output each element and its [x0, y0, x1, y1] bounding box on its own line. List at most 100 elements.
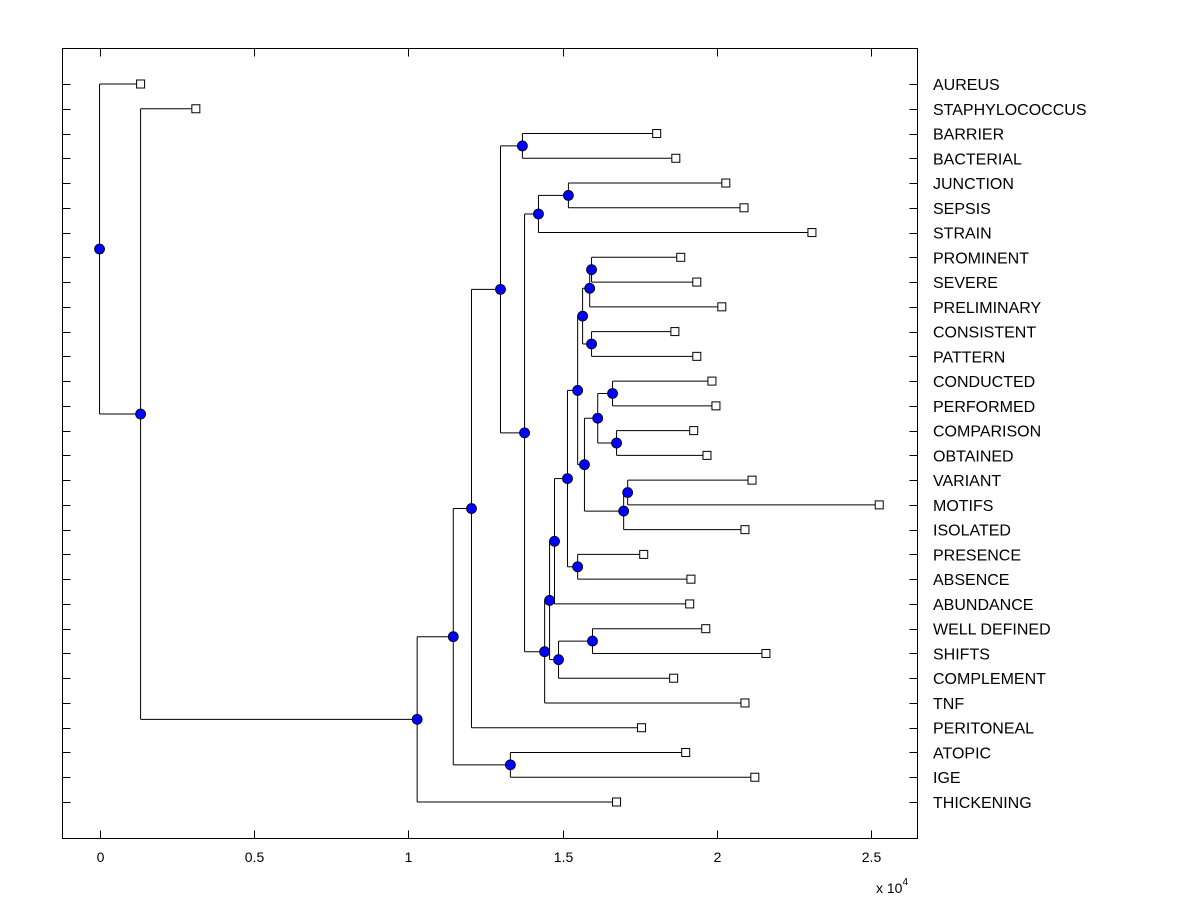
leaf-marker	[671, 153, 681, 163]
leaf-label: ABSENCE	[933, 572, 1009, 589]
leaf-label: TNF	[933, 696, 964, 713]
leaf-marker	[807, 228, 817, 238]
leaf-label: CONSISTENT	[933, 325, 1036, 342]
cluster-node-marker	[607, 388, 618, 399]
leaf-marker	[670, 327, 680, 337]
x-tick-label: 2.5	[862, 849, 882, 865]
leaf-label: ABUNDANCE	[933, 597, 1033, 614]
leaf-label: THICKENING	[933, 795, 1032, 812]
leaf-label: JUNCTION	[933, 176, 1014, 193]
plot-area	[62, 48, 918, 839]
x-scale-label: x 104	[876, 877, 908, 896]
leaf-labels: AUREUS STAPHYLOCOCCUS BARRIER BACTERIAL JUNC…	[933, 77, 1087, 812]
leaf-marker	[761, 648, 771, 658]
leaf-label: SHIFTS	[933, 646, 990, 663]
cluster-node-marker	[622, 487, 634, 498]
leaf-marker	[701, 624, 711, 634]
leaf-label: ISOLATED	[933, 523, 1011, 540]
leaf-label: PROMINENT	[933, 250, 1029, 267]
cluster-node-marker	[611, 437, 622, 449]
cluster-node-marker	[562, 473, 573, 484]
leaf-label: IGE	[933, 770, 961, 787]
leaf-label: MOTIFS	[933, 498, 993, 515]
cluster-node-marker	[587, 635, 598, 647]
x-tick-label: 1	[405, 849, 413, 865]
cluster-node-marker	[447, 631, 459, 643]
leaf-marker	[689, 426, 699, 436]
leaf-marker	[692, 351, 702, 361]
cluster-node-marker	[586, 264, 597, 276]
cluster-node-marker	[563, 190, 574, 201]
x-tick-label: 1.5	[554, 849, 574, 865]
leaf-marker	[702, 450, 712, 460]
leaf-marker	[681, 747, 691, 757]
cluster-node-marker	[577, 310, 588, 322]
leaf-label: PATTERN	[933, 349, 1005, 366]
cluster-node-marker	[592, 412, 604, 424]
x-tick-label: 0.5	[245, 849, 265, 865]
leaf-label: PRESENCE	[933, 547, 1021, 564]
cluster-node-marker	[539, 646, 551, 658]
leaf-label: PRELIMINARY	[933, 300, 1042, 317]
x-scale-exponent: 4	[902, 877, 908, 888]
x-tick-label: 2	[714, 849, 722, 865]
leaf-marker	[669, 673, 679, 683]
cluster-node-marker	[544, 595, 555, 606]
leaf-marker	[692, 277, 702, 287]
cluster-node-marker	[504, 759, 516, 771]
cluster-node-marker	[533, 208, 544, 220]
leaf-marker	[747, 475, 757, 485]
leaf-label: BARRIER	[933, 127, 1004, 144]
leaf-label: PERITONEAL	[933, 721, 1034, 738]
leaf-marker	[750, 772, 760, 782]
leaf-label: SEVERE	[933, 275, 998, 292]
leaf-marker	[721, 178, 731, 188]
cluster-node-marker	[553, 654, 564, 666]
cluster-node-marker	[411, 713, 423, 725]
cluster-node-marker	[586, 338, 597, 350]
leaf-marker	[676, 252, 686, 262]
leaf-label: AUREUS	[933, 77, 1000, 94]
leaf-marker	[652, 129, 662, 139]
leaf-label: BACTERIAL	[933, 151, 1022, 168]
leaf-marker	[191, 104, 201, 114]
x-tick-label: 0	[97, 849, 105, 865]
leaf-marker	[711, 401, 721, 411]
cluster-node-marker	[135, 408, 146, 420]
leaf-label: VARIANT	[933, 473, 1001, 490]
cluster-node-marker	[572, 561, 584, 573]
cluster-node-marker	[94, 243, 105, 255]
leaf-marker	[740, 698, 750, 708]
cluster-node-marker	[584, 282, 596, 294]
cluster-node-marker	[466, 503, 477, 514]
leaf-marker	[685, 599, 695, 609]
leaf-label: PERFORMED	[933, 399, 1035, 416]
cluster-node-marker	[519, 427, 530, 439]
leaf-label: ATOPIC	[933, 745, 991, 762]
leaf-marker	[739, 203, 749, 213]
cluster-node-marker	[517, 140, 528, 152]
leaf-label: SEPSIS	[933, 201, 991, 218]
leaf-label: STRAIN	[933, 226, 992, 243]
cluster-node-marker	[579, 459, 590, 471]
dendrogram-markers	[94, 79, 884, 807]
x-axis-ticks: 0 0.5 1 1.5 2 2.5	[97, 48, 882, 865]
leaf-label: WELL DEFINED	[933, 622, 1051, 639]
leaf-marker	[136, 79, 146, 89]
leaf-label: COMPARISON	[933, 424, 1041, 441]
leaf-marker	[637, 723, 647, 733]
leaf-label: COMPLEMENT	[933, 671, 1046, 688]
cluster-node-marker	[618, 505, 630, 517]
cluster-node-marker	[572, 384, 584, 396]
cluster-node-marker	[495, 283, 506, 295]
cluster-node-marker	[549, 535, 560, 547]
leaf-label: CONDUCTED	[933, 374, 1035, 391]
leaf-marker	[612, 797, 622, 807]
leaf-label: STAPHYLOCOCCUS	[933, 102, 1087, 119]
dendrogram-links	[99, 83, 880, 803]
leaf-marker	[686, 574, 696, 584]
leaf-label: OBTAINED	[933, 448, 1014, 465]
y-axis-ticks	[62, 84, 918, 803]
leaf-marker	[717, 302, 727, 312]
